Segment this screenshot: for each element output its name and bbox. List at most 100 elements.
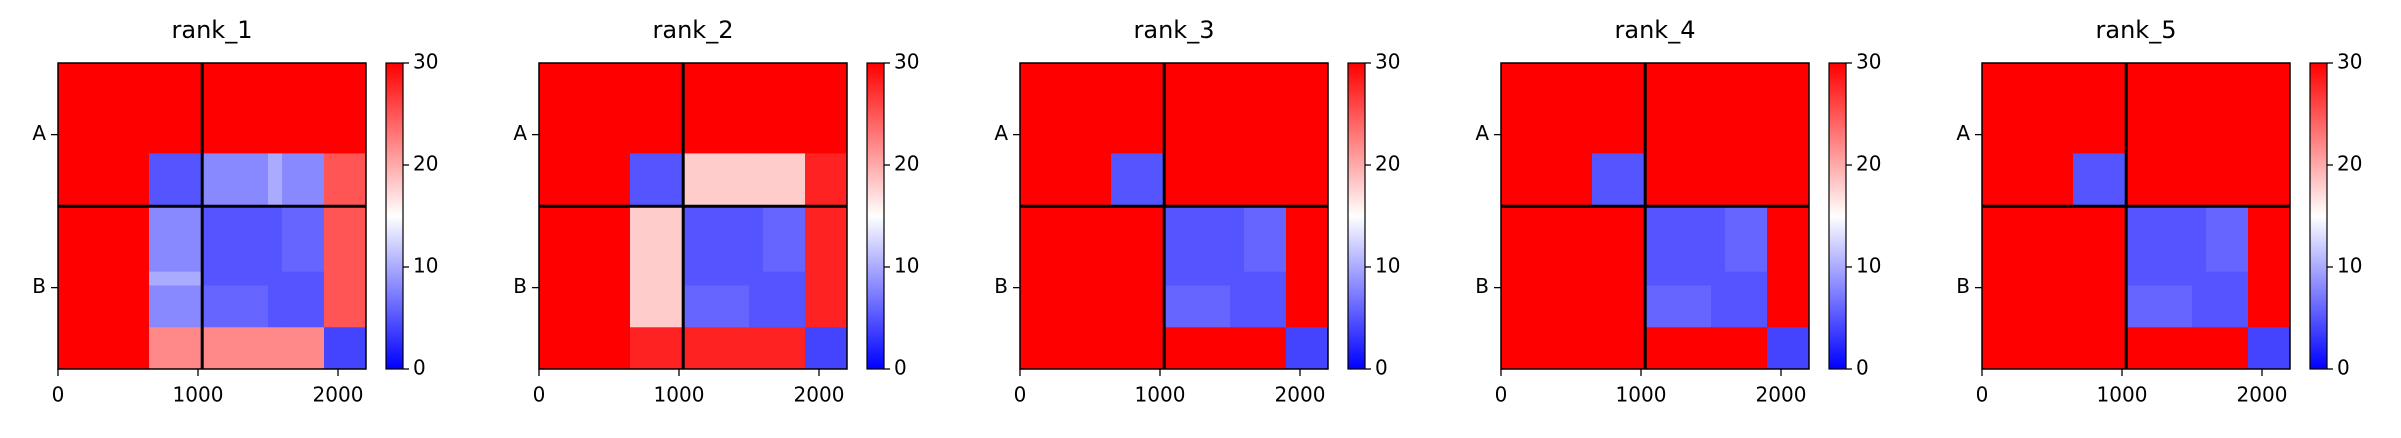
- heatmap-cell: [1020, 327, 1112, 370]
- heatmap-cell: [1725, 327, 1768, 370]
- heatmap-cell: [149, 327, 203, 370]
- x-tick-label: 1000: [173, 383, 224, 407]
- heatmap-cell: [749, 327, 764, 370]
- x-tick-label: 1000: [1135, 383, 1186, 407]
- chart-title: rank_2: [653, 16, 734, 44]
- heatmap-cell: [1725, 206, 1768, 273]
- heatmap-cell: [1645, 206, 1712, 273]
- heatmap-cell: [1711, 285, 1726, 328]
- heatmap-cell: [1711, 153, 1726, 207]
- heatmap-cell: [1725, 271, 1768, 287]
- heatmap-cell: [1982, 206, 2074, 273]
- heatmap-cell: [1982, 271, 2074, 287]
- heatmap-cell: [2073, 206, 2127, 273]
- heatmap-cell: [1164, 271, 1231, 287]
- colorbar-tick-label: 0: [894, 356, 907, 380]
- heatmap-cell: [149, 206, 203, 273]
- heatmap-cell: [1711, 63, 1726, 154]
- heatmap-cell: [282, 285, 325, 328]
- plot-frame: [1019, 62, 1329, 370]
- heatmap-cell: [1767, 285, 1810, 328]
- colorbar-tick-label: 20: [1856, 152, 1881, 176]
- heatmap-cell: [202, 285, 269, 328]
- x-tick-label: 1000: [1616, 383, 1667, 407]
- heatmap-cell: [1592, 63, 1646, 154]
- heatmap-cell: [630, 63, 684, 154]
- heatmap-cell: [324, 271, 367, 287]
- y-tick-label: A: [1475, 121, 1489, 145]
- heatmap-cell: [202, 271, 269, 287]
- heatmap-cell: [1767, 327, 1810, 370]
- heatmap-cell: [1711, 327, 1726, 370]
- chart-title: rank_5: [2096, 16, 2177, 44]
- heatmap-cell: [1230, 271, 1245, 287]
- heatmap-cell: [1592, 206, 1646, 273]
- heatmap-cell: [1020, 153, 1112, 207]
- heatmap-cell: [539, 271, 631, 287]
- colorbar-tick-label: 30: [2337, 50, 2362, 74]
- colorbar: [1347, 62, 1366, 370]
- heatmap-cell: [1164, 206, 1231, 273]
- heatmap-cell: [1767, 153, 1810, 207]
- heatmap-cell: [1645, 285, 1712, 328]
- heatmap-cell: [282, 327, 325, 370]
- heatmap-cell: [1244, 206, 1287, 273]
- heatmap-cell: [1111, 206, 1165, 273]
- heatmap-cell: [2206, 285, 2249, 328]
- heatmap-cell: [2192, 206, 2207, 273]
- heatmap-cell: [805, 285, 848, 328]
- heatmap-cell: [268, 285, 283, 328]
- heatmap-cell: [268, 63, 283, 154]
- heatmap-cell: [630, 327, 684, 370]
- heatmap-cell: [539, 206, 631, 273]
- heatmap-cell: [1645, 153, 1712, 207]
- heatmap-cell: [2192, 153, 2207, 207]
- colorbar-tick-label: 0: [1375, 356, 1388, 380]
- y-tick-label: B: [994, 274, 1008, 298]
- heatmap-cell: [1501, 285, 1593, 328]
- x-tick-label: 2000: [1756, 383, 1807, 407]
- heatmap-cell: [539, 153, 631, 207]
- heatmap-cell: [2248, 327, 2291, 370]
- colorbar: [866, 62, 885, 370]
- heatmap-cell: [2192, 271, 2207, 287]
- heatmap-cell: [1711, 271, 1726, 287]
- y-tick-label: B: [1475, 274, 1489, 298]
- heatmap-cell: [805, 63, 848, 154]
- colorbar-tick-label: 20: [1375, 152, 1400, 176]
- heatmap-cell: [1111, 153, 1165, 207]
- heatmap-cell: [149, 285, 203, 328]
- heatmap-cell: [202, 63, 269, 154]
- heatmap-cell: [630, 153, 684, 207]
- heatmap-cell: [268, 327, 283, 370]
- plot-frame: [1500, 62, 1810, 370]
- heatmap-cell: [1725, 153, 1768, 207]
- heatmap-cell: [805, 206, 848, 273]
- colorbar-tick-label: 20: [894, 152, 919, 176]
- heatmap-cell: [1767, 206, 1810, 273]
- heatmap-cell: [1286, 206, 1329, 273]
- heatmap-cell: [683, 285, 750, 328]
- heatmap-cell: [763, 63, 806, 154]
- colorbar-tick-label: 0: [2337, 356, 2350, 380]
- x-tick-label: 1000: [2097, 383, 2148, 407]
- heatmap-cell: [1230, 327, 1245, 370]
- heatmap-cell: [324, 63, 367, 154]
- heatmap-cell: [1501, 327, 1593, 370]
- y-tick-label: B: [513, 274, 527, 298]
- heatmap-cell: [324, 153, 367, 207]
- plot-frame: [538, 62, 848, 370]
- heatmap-cell: [2073, 285, 2127, 328]
- heatmap-cell: [324, 327, 367, 370]
- heatmap-cell: [1725, 63, 1768, 154]
- heatmap-cell: [1501, 206, 1593, 273]
- heatmap-cell: [1645, 327, 1712, 370]
- heatmap-cell: [1286, 153, 1329, 207]
- x-tick-label: 2000: [1275, 383, 1326, 407]
- colorbar-tick-label: 10: [413, 254, 438, 278]
- heatmap-cell: [1244, 327, 1287, 370]
- heatmap-cell: [2126, 285, 2193, 328]
- heatmap-cell: [1501, 271, 1593, 287]
- heatmap-cell: [1111, 285, 1165, 328]
